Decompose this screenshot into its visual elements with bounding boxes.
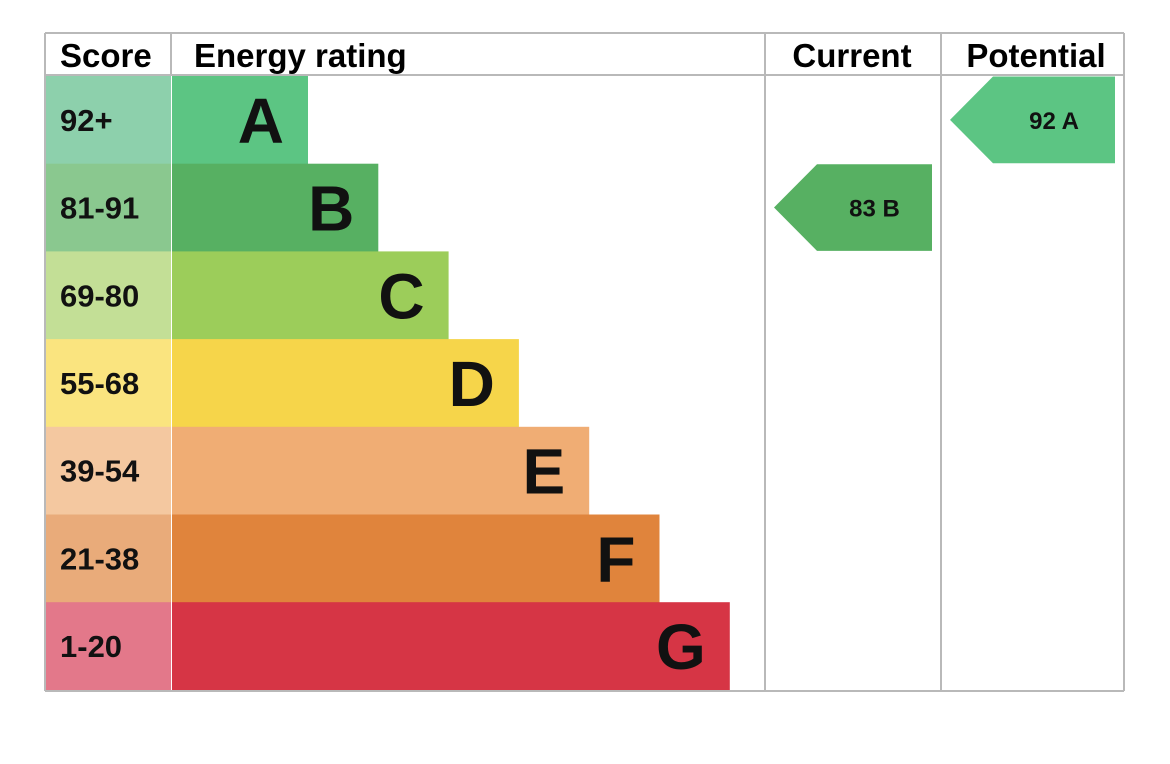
score-label-f: 21-38	[60, 541, 139, 576]
band-letter-d: D	[449, 348, 495, 420]
score-label-a: 92+	[60, 103, 113, 138]
band-bar-a	[172, 76, 308, 165]
header-score: Score	[60, 37, 152, 74]
band-letter-a: A	[238, 85, 284, 157]
score-cell-c	[45, 251, 171, 340]
band-bar-c	[172, 251, 449, 340]
header-current: Current	[792, 37, 911, 74]
score-cell-a	[45, 76, 171, 165]
score-cell-e	[45, 426, 171, 515]
score-cell-f	[45, 514, 171, 603]
potential-arrow-label: 92 A	[1029, 108, 1079, 135]
score-cell-d	[45, 339, 171, 428]
score-label-d: 55-68	[60, 366, 139, 401]
band-letter-c: C	[378, 260, 424, 332]
band-letter-b: B	[308, 173, 354, 245]
band-bar-b	[172, 163, 379, 252]
current-arrow	[774, 164, 932, 251]
score-label-e: 39-54	[60, 454, 140, 489]
header-potential: Potential	[966, 37, 1105, 74]
band-letter-f: F	[596, 523, 635, 595]
potential-arrow	[950, 76, 1115, 164]
bands-layer: 92+ A 81-91 B 69-80 C 55-68 D 39-54 E 21-38 F 1-20 G	[45, 76, 730, 691]
band-bar-e	[172, 426, 590, 515]
score-label-c: 69-80	[60, 278, 139, 313]
score-cell-g	[45, 602, 171, 691]
band-bar-g	[172, 602, 730, 691]
rating-arrows: 83 B 92 A	[774, 76, 1115, 251]
grid-lines	[44, 32, 1125, 692]
score-label-b: 81-91	[60, 191, 139, 226]
band-letter-e: E	[523, 436, 566, 508]
band-letter-g: G	[656, 611, 706, 683]
header-energy-rating: Energy rating	[194, 37, 407, 74]
header-row: Score Energy rating Current Potential	[60, 37, 1106, 74]
band-bar-d	[172, 339, 519, 428]
score-label-g: 1-20	[60, 629, 122, 664]
current-arrow-label: 83 B	[849, 196, 900, 223]
band-bar-f	[172, 514, 660, 603]
score-cell-b	[45, 163, 171, 252]
